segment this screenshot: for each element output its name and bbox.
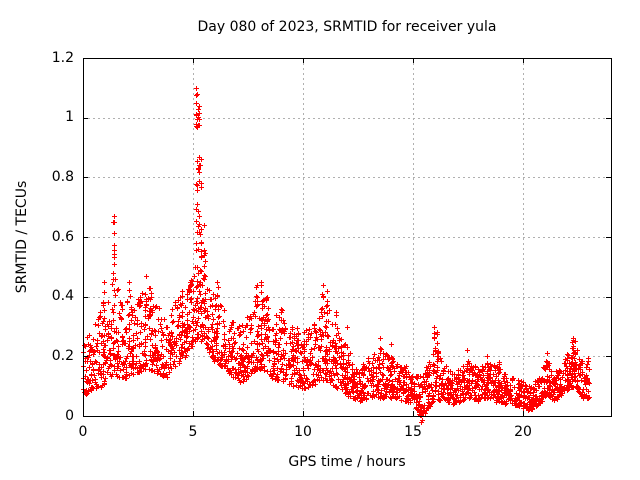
- x-tick-label: 5: [188, 424, 198, 440]
- x-tick-label: 15: [404, 424, 422, 440]
- axis-border: [83, 58, 612, 417]
- y-axis-label: SRMTID / TECUs: [14, 180, 30, 294]
- grid-lines: [83, 58, 611, 416]
- y-tick-label: 0: [65, 407, 74, 424]
- x-axis-label: GPS time / hours: [288, 454, 406, 470]
- y-tick-label: 0.4: [51, 288, 74, 305]
- scatter-points: [81, 86, 592, 425]
- y-tick-label: 0.6: [51, 228, 74, 245]
- y-tick-label: 1: [65, 109, 74, 126]
- y-tick-label: 0.2: [51, 347, 74, 364]
- x-tick-label: 0: [78, 424, 88, 440]
- y-tick-label: 0.8: [51, 168, 74, 185]
- chart-title: Day 080 of 2023, SRMTID for receiver yul…: [197, 19, 497, 35]
- y-tick-label: 1.2: [51, 49, 74, 66]
- x-tick-label: 20: [514, 424, 532, 440]
- x-tick-label: 10: [294, 424, 312, 440]
